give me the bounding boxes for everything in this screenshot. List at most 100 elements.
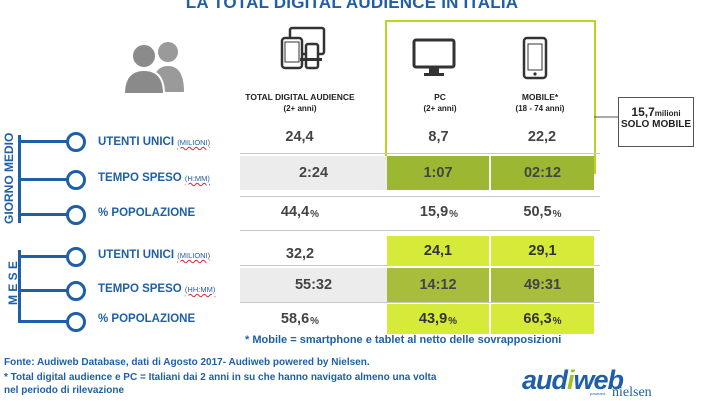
cell-pct: %	[449, 208, 459, 220]
cell-mobile: 49:31	[491, 268, 594, 302]
cell-pc: 8,7	[387, 121, 491, 153]
row-bullet	[66, 281, 86, 301]
cell-value: 2:24	[298, 165, 329, 181]
cell-value: 15,9	[419, 204, 449, 220]
row-connector	[18, 289, 72, 292]
column-header-pc-label: PC	[434, 92, 446, 102]
row-label-tempo-speso: TEMPO SPESO (H:MM)	[98, 172, 210, 184]
section-label-giorno-medio: GIORNO MEDIO	[2, 132, 16, 224]
footnote-source: Fonte: Audiweb Database, dati di Agosto …	[4, 357, 370, 368]
callout-value: 15,7	[631, 105, 655, 119]
row-label-popolazione: % POPOLAZIONE	[98, 207, 195, 219]
callout-pointer	[594, 116, 618, 118]
cell-value: 24,4	[285, 129, 314, 145]
cell-pc: 24,1	[387, 236, 491, 266]
row-separator	[240, 153, 600, 154]
row-connector	[18, 178, 72, 181]
cell-pc: 1:07	[387, 156, 491, 190]
cell-value: 44,4	[280, 204, 310, 220]
cell-value: 8,7	[428, 129, 449, 145]
cell-pct: %	[448, 315, 458, 327]
row-bullet	[66, 132, 86, 152]
row-label-text: UTENTI UNICI	[98, 249, 175, 261]
cell-mobile: 02:12	[491, 156, 594, 190]
cell-total: 2:24	[240, 156, 387, 190]
row-bullet	[66, 170, 86, 190]
cell-value: 14:12	[419, 277, 457, 293]
callout-label: SOLO MOBILE	[621, 119, 691, 130]
cell-value: 22,2	[527, 129, 557, 145]
cell-value: 02:12	[523, 165, 562, 181]
section-line	[18, 250, 21, 322]
column-header-total-sub: (2+ anni)	[283, 104, 317, 113]
cell-value: 55:32	[294, 277, 333, 293]
cell-mobile: 50,5%	[491, 196, 594, 228]
row-separator	[240, 196, 600, 197]
cell-value: 50,5	[523, 204, 552, 220]
logo-text-a: aud	[522, 365, 568, 395]
cell-total: 55:32	[240, 268, 387, 302]
row-label-unit: (MILIONI)	[177, 251, 211, 260]
audiweb-logo: audiweb	[522, 365, 625, 396]
column-header-mobile: MOBILE* (18 - 74 anni)	[490, 92, 590, 114]
row-connector	[18, 255, 72, 258]
cell-pct: %	[552, 315, 562, 327]
column-header-total-label: TOTAL DIGITAL AUDIENCE	[245, 92, 355, 102]
cell-value: 32,2	[285, 246, 315, 262]
cell-pc: 14:12	[387, 268, 491, 302]
row-label-tempo-speso: TEMPO SPESO (HH:MM)	[98, 283, 215, 295]
page-title: LA TOTAL DIGITAL AUDIENCE IN ITALIA	[185, 0, 519, 12]
row-connector	[18, 213, 72, 216]
column-header-total: TOTAL DIGITAL AUDIENCE (2+ anni)	[245, 92, 355, 114]
cell-mobile: 66,3%	[491, 304, 594, 334]
row-label-text: TEMPO SPESO	[98, 283, 182, 295]
cell-value: 43,9	[418, 311, 448, 327]
cell-total: 58,6%	[245, 303, 355, 335]
cell-value: 49:31	[523, 277, 562, 293]
cell-pct: %	[310, 208, 320, 220]
row-label-unit: (H:MM)	[184, 174, 210, 183]
row-label-utenti-unici: UTENTI UNICI (MILIONI)	[98, 249, 210, 261]
cell-mobile: 22,2	[491, 121, 594, 153]
row-label-unit: (HH:MM)	[184, 285, 216, 294]
nielsen-logo: nielsen	[612, 385, 652, 400]
section-separator	[240, 230, 600, 231]
devices-icon	[280, 26, 328, 72]
row-label-popolazione: % POPOLAZIONE	[98, 313, 195, 325]
cell-pct: %	[552, 208, 562, 220]
footnote-definition-cont: nel periodo di rilevazione	[4, 385, 125, 396]
row-label-text: % POPOLAZIONE	[98, 313, 196, 325]
row-label-unit: (MILIONI)	[177, 138, 211, 147]
row-connector	[18, 320, 72, 323]
cell-mobile: 29,1	[491, 236, 594, 266]
row-label-text: UTENTI UNICI	[98, 136, 175, 148]
cell-value: 24,1	[423, 243, 453, 259]
row-label-utenti-unici: UTENTI UNICI (MILIONI)	[98, 136, 210, 148]
row-label-text: % POPOLAZIONE	[98, 207, 196, 219]
solo-mobile-callout: 15,7milioni SOLO MOBILE	[618, 97, 694, 147]
logo-text-web: web	[573, 365, 625, 395]
cell-total: 44,4%	[245, 196, 355, 228]
logo-text-i: i	[567, 365, 574, 395]
cell-value: 29,1	[528, 243, 557, 259]
cell-pc: 43,9%	[387, 304, 491, 334]
column-header-mobile-label: MOBILE*	[521, 92, 559, 102]
row-separator	[240, 302, 600, 303]
mobile-note: * Mobile = smartphone e tablet al netto …	[245, 334, 562, 346]
column-header-mobile-sub: (18 - 74 anni)	[515, 104, 565, 113]
column-header-pc: PC (2+ anni)	[390, 92, 490, 114]
monitor-icon	[412, 38, 456, 78]
smartphone-icon	[522, 36, 548, 80]
cell-value: 66,3	[523, 311, 552, 327]
people-icon	[120, 38, 192, 94]
logo-powered: powered	[590, 391, 606, 396]
callout-unit: milioni	[654, 109, 681, 118]
row-bullet	[66, 205, 86, 225]
row-label-text: TEMPO SPESO	[98, 172, 182, 184]
cell-value: 58,6	[280, 311, 310, 327]
cell-total: 32,2	[245, 238, 355, 270]
row-connector	[18, 140, 72, 143]
cell-total: 24,4	[245, 121, 355, 153]
footnote-definition: * Total digital audience e PC = Italiani…	[4, 372, 437, 383]
cell-pc: 15,9%	[387, 196, 491, 228]
